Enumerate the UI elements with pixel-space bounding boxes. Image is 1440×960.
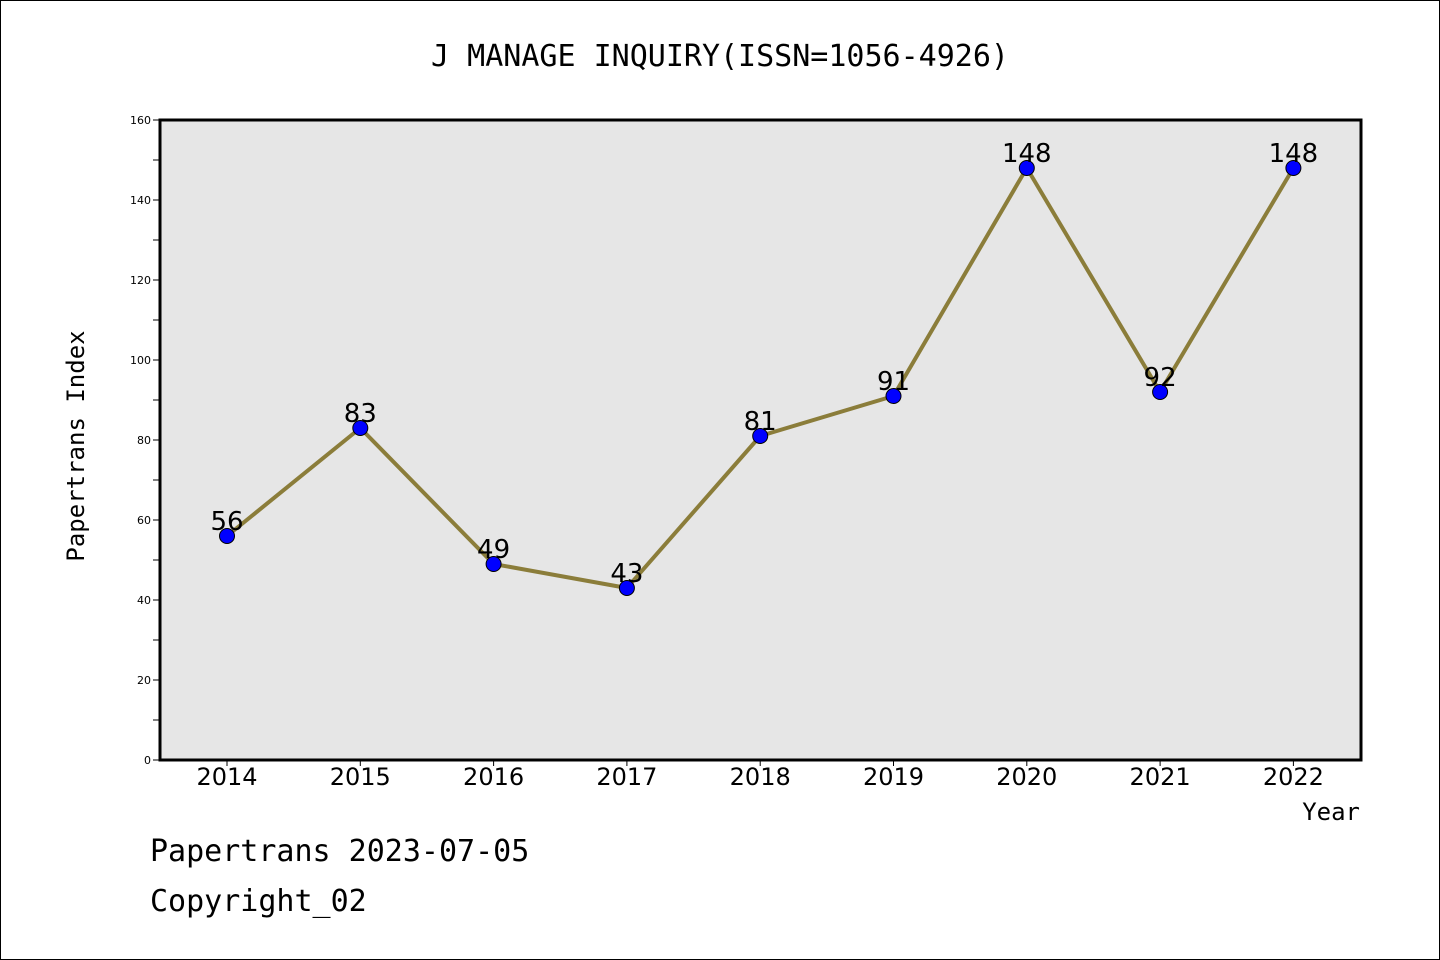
- plot-border: [158, 118, 1363, 762]
- y-tick-label: 140: [130, 194, 151, 207]
- x-tick-label: 2020: [996, 763, 1057, 791]
- y-tick-label: 60: [137, 514, 151, 527]
- data-point: [219, 528, 235, 544]
- data-label: 148: [1269, 139, 1319, 169]
- footer-date: Papertrans 2023-07-05: [150, 834, 530, 869]
- x-tick-label: 2018: [730, 763, 791, 791]
- data-label: 148: [1002, 139, 1052, 169]
- x-tick-label: 2016: [463, 763, 524, 791]
- x-tick-label: 2019: [863, 763, 924, 791]
- chart-title: J MANAGE INQUIRY(ISSN=1056-4926): [431, 39, 1009, 74]
- data-labels-group: 56 83 49 43 81 91 148 92 148: [210, 139, 1318, 589]
- series-line-group: [219, 160, 1302, 596]
- data-point: [485, 556, 502, 572]
- y-tick-label: 120: [130, 274, 151, 287]
- y-tick-label: 80: [137, 434, 151, 447]
- data-label: 81: [744, 407, 777, 437]
- data-label: 56: [210, 507, 243, 537]
- data-label: 43: [610, 559, 643, 589]
- data-label: 92: [1144, 363, 1177, 393]
- x-tick-label: 2017: [596, 763, 657, 791]
- x-tick-label: 2015: [330, 763, 391, 791]
- data-point: [1285, 160, 1302, 176]
- data-point: [1018, 160, 1035, 176]
- data-point: [618, 580, 635, 596]
- data-point: [1152, 384, 1169, 400]
- x-tick-label: 2014: [196, 763, 257, 791]
- y-tick-label: 40: [137, 594, 151, 607]
- data-label: 83: [344, 399, 377, 429]
- y-tick-label: 0: [144, 754, 151, 767]
- x-axis-label: Year: [1302, 798, 1360, 826]
- x-tick-label: 2022: [1263, 763, 1324, 791]
- data-label: 49: [477, 535, 510, 565]
- y-tick-label: 160: [130, 114, 151, 127]
- x-axis: 2014 2015 2016 2017 2018 2019 2020 2021 2022: [196, 760, 1324, 791]
- y-tick-label: 20: [137, 674, 151, 687]
- footer-copyright: Copyright_02: [150, 884, 367, 919]
- data-label: 91: [877, 367, 910, 397]
- data-point: [885, 388, 902, 404]
- x-tick-label: 2021: [1130, 763, 1191, 791]
- data-point: [352, 420, 369, 436]
- y-axis-label: Papertrans Index: [62, 330, 90, 561]
- y-axis: 0 20 40 60 80 100 120 140 160: [130, 114, 160, 767]
- data-point: [752, 428, 769, 444]
- y-tick-label: 100: [130, 354, 151, 367]
